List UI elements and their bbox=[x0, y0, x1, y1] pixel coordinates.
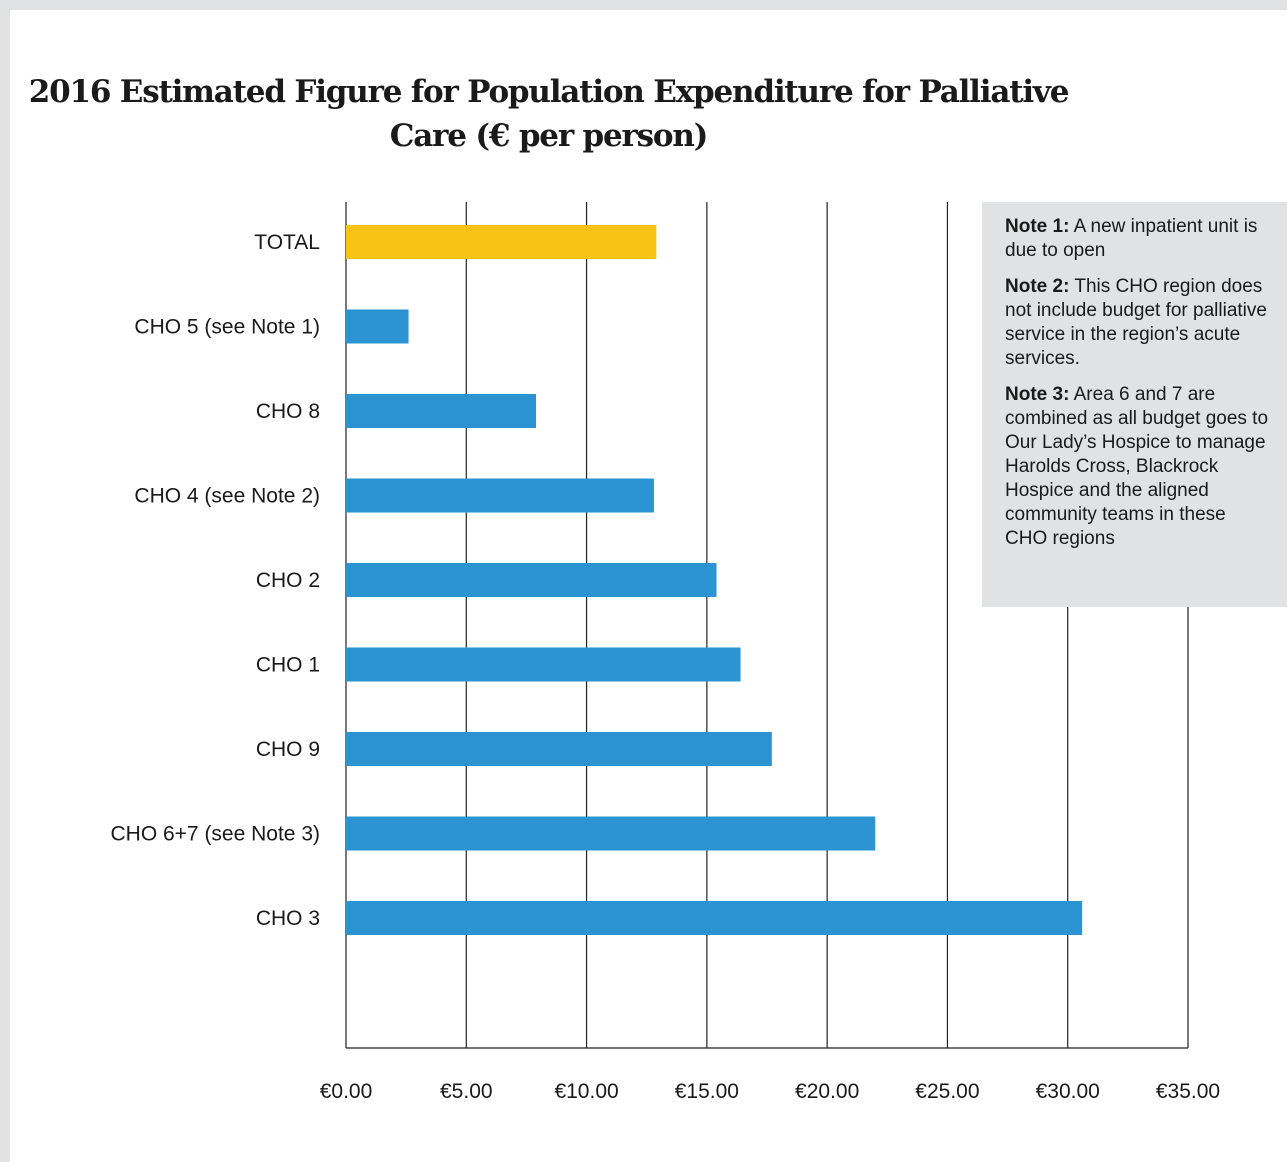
note-2: Note 2: This CHO region does not include… bbox=[1005, 275, 1273, 371]
bar bbox=[346, 901, 1083, 935]
category-label: CHO 9 bbox=[256, 738, 320, 761]
category-label: CHO 6+7 (see Note 3) bbox=[110, 823, 320, 846]
x-tick-label: €35.00 bbox=[1156, 1080, 1220, 1103]
category-label: CHO 4 (see Note 2) bbox=[134, 485, 320, 508]
bar bbox=[346, 309, 409, 344]
bar bbox=[346, 732, 772, 766]
note-1-label: Note 1: bbox=[1005, 216, 1070, 237]
category-labels: TOTAL CHO 5 (see Note 1) CHO 8 CHO 4 (see N… bbox=[110, 231, 320, 930]
bar bbox=[346, 478, 654, 513]
x-tick-label: €25.00 bbox=[915, 1080, 979, 1103]
x-tick-label: €0.00 bbox=[320, 1080, 373, 1103]
category-label: TOTAL bbox=[254, 231, 320, 254]
category-label: CHO 5 (see Note 1) bbox=[134, 316, 320, 339]
category-label: CHO 1 bbox=[256, 654, 320, 677]
bar bbox=[346, 647, 741, 682]
note-1: Note 1: A new inpatient unit is due to o… bbox=[1005, 215, 1273, 263]
bar bbox=[346, 394, 537, 428]
note-3: Note 3: Area 6 and 7 are combined as all… bbox=[1005, 383, 1273, 551]
x-tick-label: €5.00 bbox=[440, 1080, 493, 1103]
x-tick-labels: €0.00 €5.00 €10.00 €15.00 €20.00 €25.00 €30.00… bbox=[320, 1080, 1220, 1103]
bar bbox=[346, 563, 717, 597]
x-tick-label: €20.00 bbox=[795, 1080, 859, 1103]
bars bbox=[346, 225, 1083, 935]
note-3-text: Area 6 and 7 are combined as all budget … bbox=[1005, 384, 1269, 549]
category-label: CHO 8 bbox=[256, 400, 320, 423]
note-2-text: This CHO region does not include budget … bbox=[1005, 276, 1267, 369]
note-2-label: Note 2: bbox=[1005, 276, 1070, 297]
chart-title: 2016 Estimated Figure for Population Exp… bbox=[28, 74, 1070, 154]
category-label: CHO 2 bbox=[256, 569, 320, 592]
category-label: CHO 3 bbox=[256, 907, 320, 930]
x-tick-label: €30.00 bbox=[1036, 1080, 1100, 1103]
notes-box: Note 1: A new inpatient unit is due to o… bbox=[982, 202, 1287, 607]
note-1-text: A new inpatient unit is due to open bbox=[1005, 216, 1258, 261]
bar bbox=[346, 225, 657, 259]
x-tick-label: €15.00 bbox=[675, 1080, 739, 1103]
note-3-label: Note 3: bbox=[1005, 384, 1070, 405]
x-tick-label: €10.00 bbox=[554, 1080, 618, 1103]
bar bbox=[346, 816, 876, 851]
